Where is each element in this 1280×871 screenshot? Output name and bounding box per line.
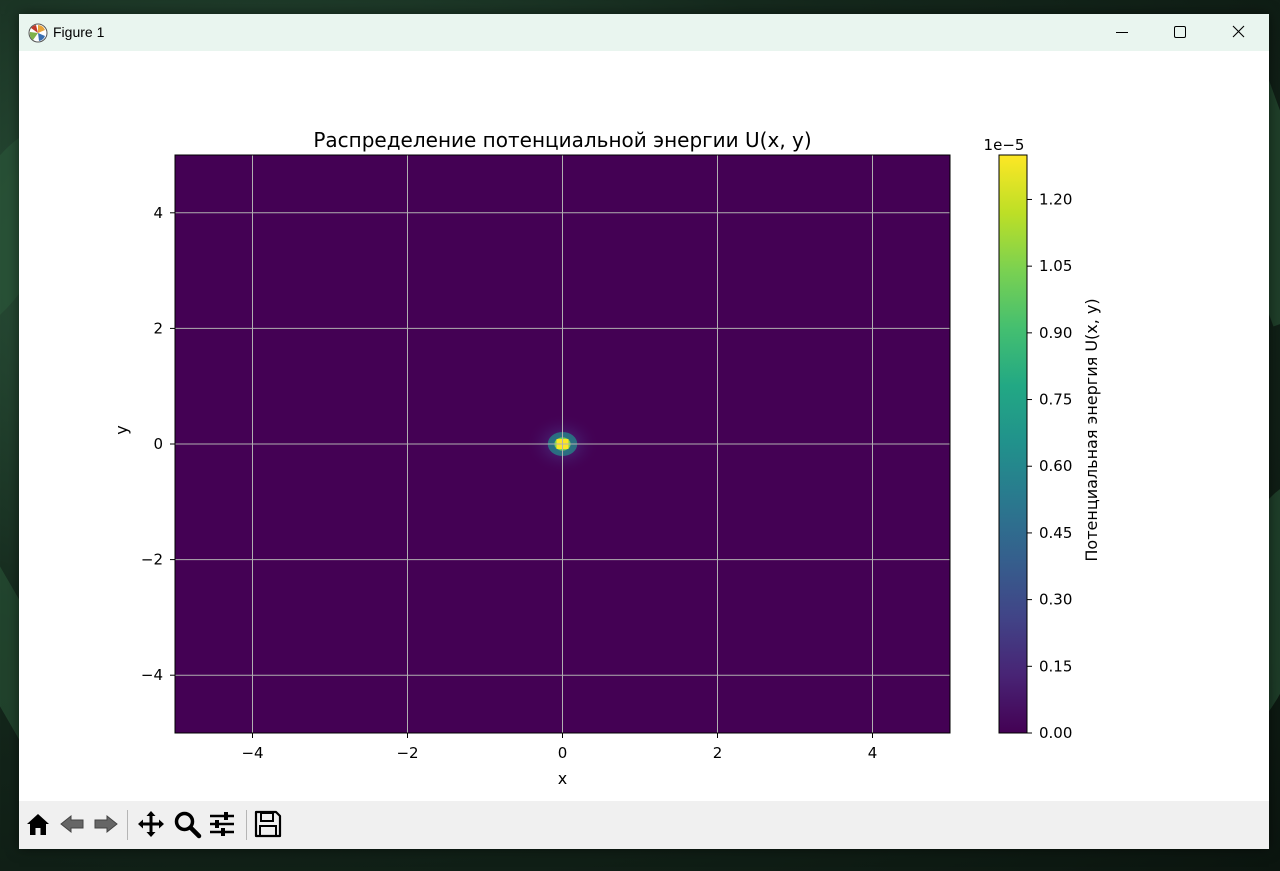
pan-button[interactable] [136,809,166,839]
x-tick-label: −2 [396,744,418,762]
x-tick-label: −4 [241,744,263,762]
title-bar[interactable]: Figure 1 [19,14,1269,51]
x-tick-label: 4 [868,744,878,762]
back-button[interactable] [57,809,87,839]
colorbar-tick-label: 1.05 [1039,257,1072,275]
forward-button[interactable] [91,809,121,839]
zoom-button[interactable] [172,809,202,839]
home-icon [27,814,49,835]
close-button[interactable] [1209,14,1267,51]
zoom-magnifier-icon [174,811,202,839]
y-tick-label: 4 [153,204,163,222]
minimize-button[interactable] [1093,14,1151,51]
pan-move-icon [138,811,164,837]
colorbar-tick-label: 0.30 [1039,591,1072,609]
colorbar-frame [998,154,1028,734]
colorbar-tick-label: 0.90 [1039,324,1072,342]
close-icon [1232,25,1245,38]
matplotlib-logo-icon [28,23,48,43]
maximize-icon [1174,26,1186,38]
colorbar[interactable] [999,155,1027,733]
forward-arrow-icon [94,814,118,834]
y-tick-label: −4 [141,666,163,684]
minimize-icon [1116,32,1128,33]
colorbar-tick-label: 0.75 [1039,391,1072,409]
navigation-toolbar [19,801,1269,849]
back-arrow-icon [60,814,84,834]
figure-window: Figure 1 [19,14,1269,849]
home-button[interactable] [23,809,53,839]
colorbar-tick-label: 0.45 [1039,524,1072,542]
x-axis-label: x [558,769,567,788]
y-tick-label: −2 [141,551,163,569]
toolbar-separator [127,810,128,840]
configure-subplots-icon [210,812,234,836]
colorbar-offset-text: 1e−5 [984,136,1025,154]
x-tick-label: 2 [713,744,723,762]
figure-canvas[interactable]: −4 −2 0 2 4 −4 −2 0 2 4 0.00 0.15 0.30 0.45 0.60 0.75 0.… [19,51,1269,801]
y-tick-label: 0 [153,435,163,453]
toolbar-separator [246,810,247,840]
chart-title: Распределение потенциальной энергии U(x,… [313,128,811,152]
colorbar-tick-label: 1.20 [1039,190,1072,208]
y-axis-label: y [112,425,131,434]
x-tick-label: 0 [558,744,568,762]
maximize-button[interactable] [1151,14,1209,51]
colorbar-label: Потенциальная энергия U(x, y) [1082,298,1101,561]
save-button[interactable] [253,809,283,839]
plot-svg[interactable]: −4 −2 0 2 4 −4 −2 0 2 4 0.00 0.15 0.30 0.45 0.60 0.75 0.… [19,51,1269,801]
colorbar-tick-label: 0.60 [1039,457,1072,475]
y-tick-label: 2 [153,319,163,337]
colorbar-tick-label: 0.00 [1039,724,1072,742]
colorbar-tick-label: 0.15 [1039,657,1072,675]
window-title: Figure 1 [53,24,105,40]
save-floppy-icon [254,810,282,838]
configure-subplots-button[interactable] [207,809,237,839]
